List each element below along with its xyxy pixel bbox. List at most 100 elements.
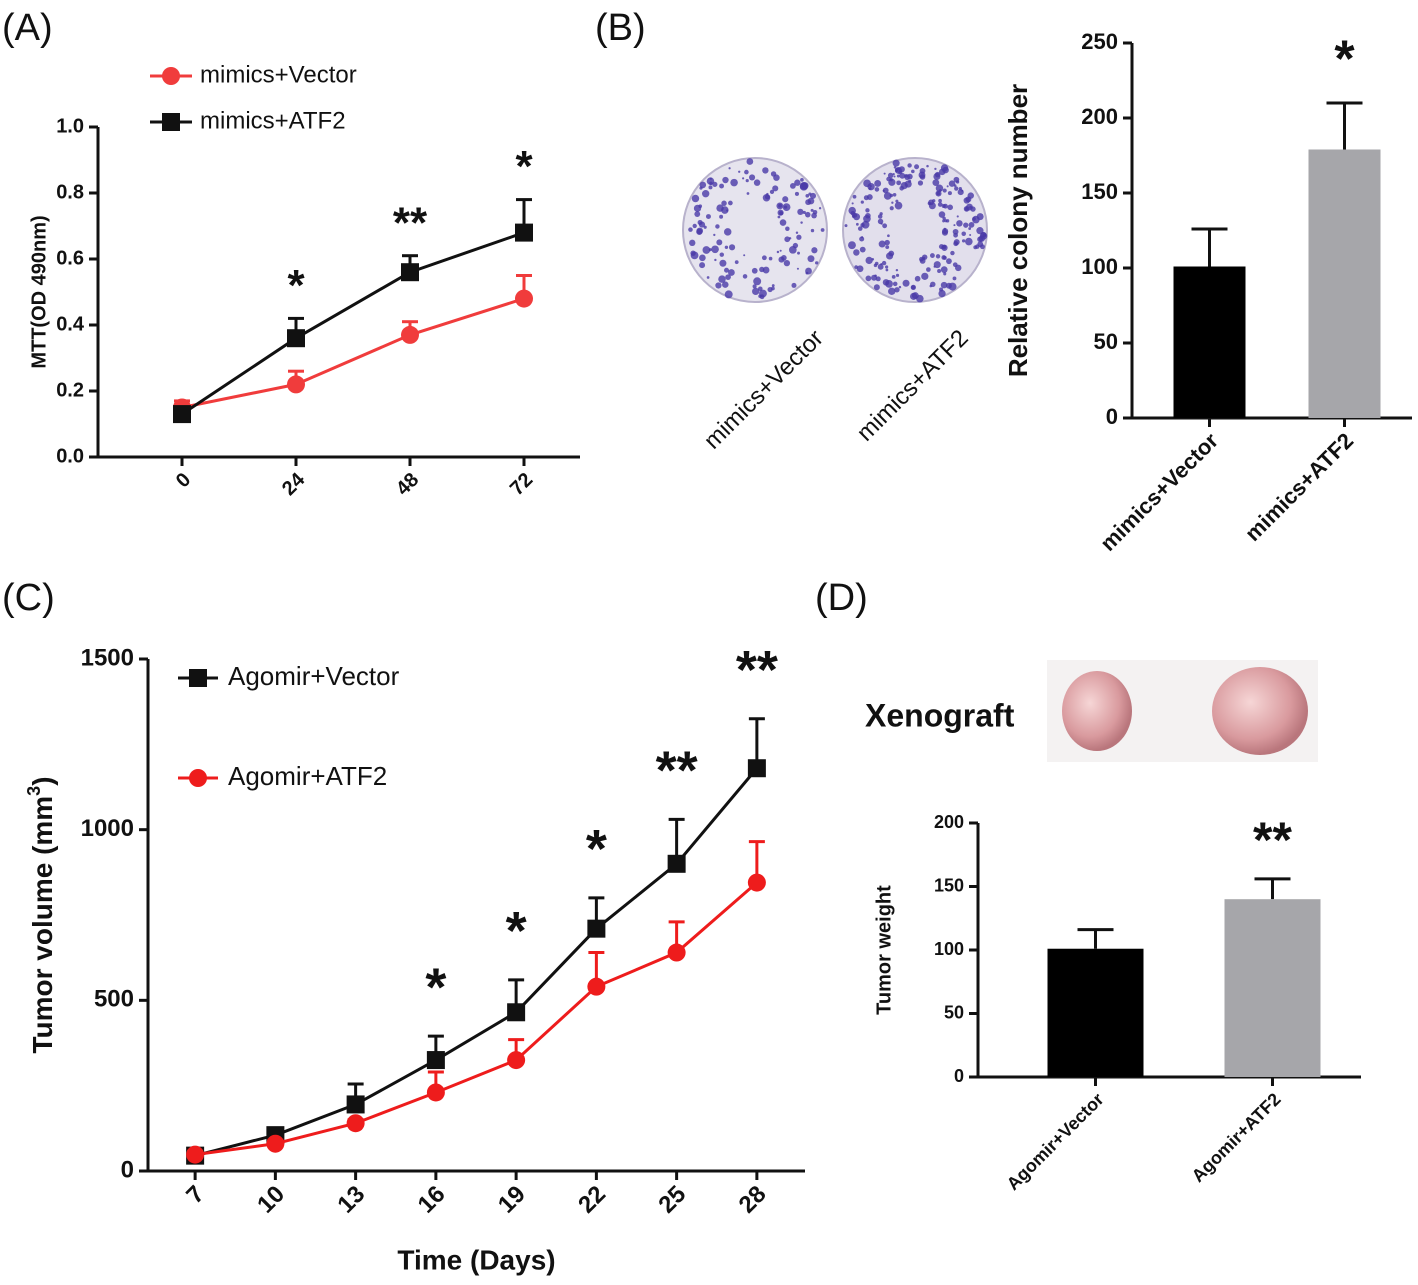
point xyxy=(186,1145,205,1164)
colony xyxy=(974,244,980,249)
colony xyxy=(719,252,724,257)
colony xyxy=(746,158,754,165)
colony xyxy=(777,209,784,216)
colony xyxy=(810,228,815,233)
y-tick-label: 0.6 xyxy=(56,247,84,269)
colony xyxy=(808,192,812,196)
y-axis-label: Tumor volume (mm3) xyxy=(24,776,59,1053)
colony xyxy=(728,244,736,251)
significance: ** xyxy=(393,198,428,247)
y-label-part: ) xyxy=(27,776,58,785)
point xyxy=(189,769,207,787)
colony xyxy=(874,180,882,187)
plate xyxy=(842,157,988,303)
colony xyxy=(943,203,948,209)
colony xyxy=(863,179,871,188)
colony xyxy=(887,234,890,238)
colony xyxy=(728,200,733,206)
colony xyxy=(952,276,957,281)
colony xyxy=(818,207,822,210)
colony xyxy=(926,164,929,168)
colony xyxy=(894,201,903,210)
series xyxy=(186,840,766,1164)
colony xyxy=(868,187,872,191)
colony xyxy=(783,259,791,267)
colony xyxy=(871,274,878,281)
colony xyxy=(954,186,959,191)
panel-label: (B) xyxy=(595,7,646,49)
image-label: mimics+Vector xyxy=(699,325,829,455)
point xyxy=(515,223,533,242)
colony xyxy=(768,256,773,261)
significance: * xyxy=(586,819,607,879)
colony xyxy=(711,245,719,254)
colony xyxy=(895,268,899,272)
colony xyxy=(751,267,758,274)
colony xyxy=(961,231,966,237)
colony xyxy=(948,282,957,291)
colony xyxy=(956,215,959,218)
x-tick-label: 10 xyxy=(252,1181,290,1219)
point xyxy=(587,919,606,938)
colony xyxy=(854,265,858,269)
colony xyxy=(688,227,693,232)
colony xyxy=(852,194,857,199)
colony xyxy=(689,239,696,246)
legend-label: Agomir+Vector xyxy=(228,661,400,691)
x-tick-label: 16 xyxy=(413,1181,451,1219)
colony xyxy=(759,289,767,298)
colony xyxy=(784,236,791,243)
series xyxy=(173,198,533,424)
line xyxy=(181,231,525,416)
y-tick-label: 50 xyxy=(1094,329,1118,354)
y-tick-label: 200 xyxy=(1081,104,1118,129)
colony xyxy=(761,255,767,261)
colony xyxy=(749,174,756,181)
colony xyxy=(857,226,863,231)
colony xyxy=(877,263,884,270)
y-tick-label: 200 xyxy=(934,812,964,832)
colony xyxy=(811,212,817,219)
y-tick-label: 100 xyxy=(1081,254,1118,279)
colonies xyxy=(688,158,988,303)
colony-plates xyxy=(682,157,988,303)
significance: ** xyxy=(1253,812,1292,868)
point xyxy=(667,854,686,873)
bar xyxy=(1224,899,1321,1077)
colony xyxy=(940,164,949,172)
colony xyxy=(762,194,771,202)
colony xyxy=(690,250,696,256)
colony xyxy=(891,274,896,279)
colony xyxy=(910,292,918,300)
colony xyxy=(721,200,727,207)
colony xyxy=(967,192,974,199)
colony xyxy=(771,284,775,287)
colony xyxy=(853,249,860,256)
colony xyxy=(937,269,942,273)
panel-label: (A) xyxy=(2,7,53,49)
legend-label: Agomir+ATF2 xyxy=(228,761,387,791)
colony xyxy=(783,205,788,209)
colony xyxy=(892,192,897,197)
colony xyxy=(859,246,866,253)
significance: * xyxy=(515,142,533,191)
x-tick-label: 0 xyxy=(172,469,195,492)
colony xyxy=(844,224,848,228)
y-tick-label: 150 xyxy=(934,875,964,895)
point xyxy=(346,1114,365,1133)
point xyxy=(426,1083,445,1102)
colony xyxy=(966,203,973,211)
colony xyxy=(953,224,956,227)
panel: (C) 0 500 1000 1500 7 10 13 16 19 22 25 28 Tumor volu… xyxy=(2,577,805,1275)
colony xyxy=(804,211,811,218)
colony xyxy=(928,199,934,206)
colony xyxy=(968,221,975,228)
point xyxy=(747,759,766,778)
point xyxy=(667,943,686,962)
x-tick-label: mimics+ATF2 xyxy=(1240,428,1358,546)
colony xyxy=(722,176,729,184)
colony xyxy=(699,254,706,262)
colony xyxy=(726,209,729,212)
point xyxy=(507,1051,526,1070)
colony xyxy=(953,232,958,238)
